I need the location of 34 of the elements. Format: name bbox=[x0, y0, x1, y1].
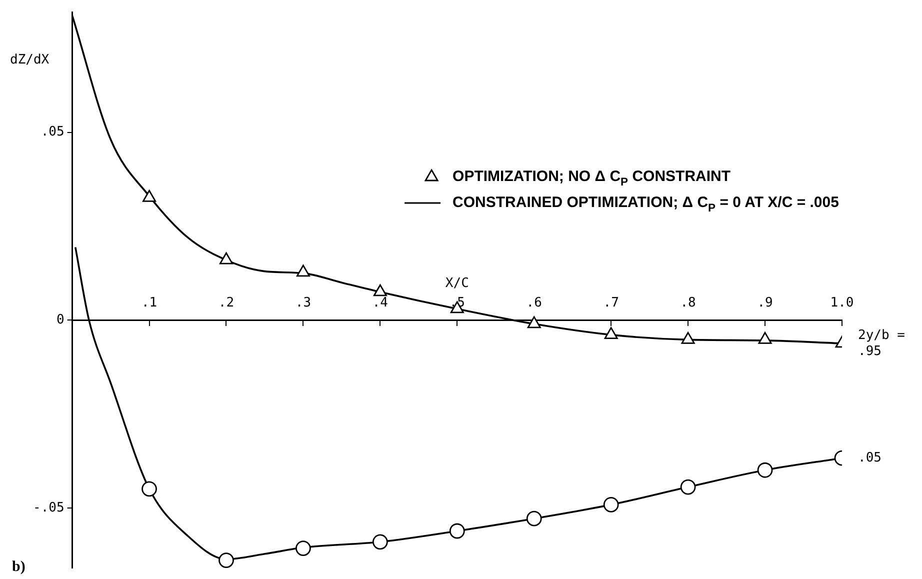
point bbox=[142, 481, 157, 497]
y-tick-label: 0 bbox=[56, 312, 64, 328]
x-tick-label: .3 bbox=[295, 295, 312, 310]
point bbox=[680, 479, 696, 495]
x-tick-label: .4 bbox=[372, 295, 388, 310]
point bbox=[296, 264, 310, 277]
point bbox=[373, 284, 387, 296]
point bbox=[758, 332, 772, 344]
x-tick-label: .6 bbox=[526, 295, 542, 310]
x-tick-label: 1.0 bbox=[830, 295, 854, 310]
point bbox=[757, 462, 773, 478]
x-tick-label: .8 bbox=[680, 295, 696, 310]
x-tick-label: .2 bbox=[218, 295, 234, 310]
point bbox=[681, 332, 695, 344]
point bbox=[526, 510, 542, 526]
annotation: .05 bbox=[858, 450, 882, 466]
point bbox=[142, 190, 156, 202]
point bbox=[449, 523, 465, 539]
x-tick-label: .7 bbox=[603, 295, 619, 310]
annotation: 2y/b = .95 bbox=[858, 328, 906, 359]
point bbox=[527, 316, 541, 328]
point bbox=[219, 252, 234, 264]
y-axis-title: dZ/dX bbox=[10, 52, 50, 68]
y-tick-label: .05 bbox=[40, 124, 64, 140]
point bbox=[603, 496, 619, 512]
y-tick-label: -.05 bbox=[32, 500, 64, 516]
point bbox=[372, 534, 388, 550]
x-tick-label: .1 bbox=[141, 295, 158, 310]
point bbox=[604, 327, 618, 340]
point bbox=[296, 540, 311, 556]
point bbox=[218, 552, 234, 568]
text: b) bbox=[12, 558, 26, 575]
x-tick-label: .9 bbox=[757, 295, 773, 310]
x-axis-title: X/C bbox=[445, 276, 469, 292]
